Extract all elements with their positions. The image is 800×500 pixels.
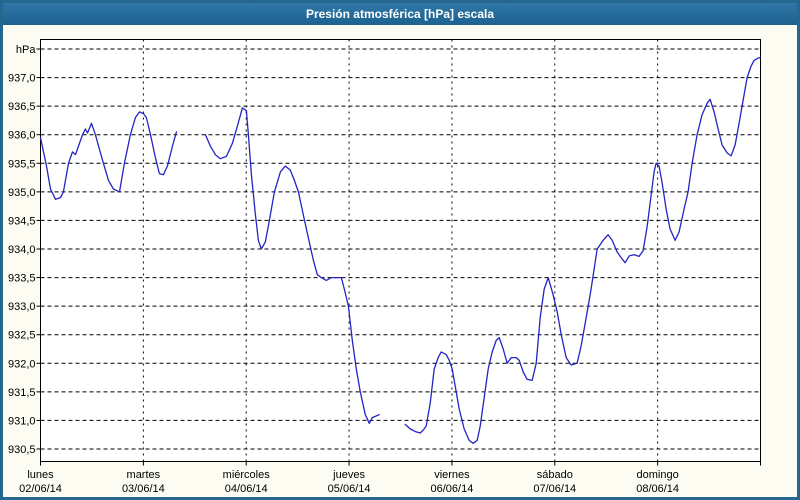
y-axis-tick-label: 932,5 [8, 330, 36, 342]
plot-area [40, 39, 761, 462]
window-title: Presión atmosférica [hPa] escala [305, 7, 495, 21]
x-axis-date-label: 02/06/14 [19, 483, 62, 495]
y-axis-tick-label: 936,5 [8, 101, 36, 113]
y-axis-tick-label: 933,0 [8, 301, 36, 313]
x-axis-date-label: 08/06/14 [636, 483, 679, 495]
x-axis-date-label: 03/06/14 [122, 483, 165, 495]
y-axis-tick-label: 932,0 [8, 358, 36, 370]
x-axis-day-label: miércoles [223, 469, 271, 481]
pressure-line-segment [39, 111, 178, 200]
pressure-line-segment [404, 56, 761, 444]
x-axis-day-label: martes [127, 469, 161, 481]
y-axis-tick-label: 934,0 [8, 244, 36, 256]
x-axis-date-label: 07/06/14 [533, 483, 576, 495]
y-axis-tick-label: 936,0 [8, 130, 36, 142]
y-axis-tick-label: 935,5 [8, 158, 36, 170]
x-axis-day-label: domingo [637, 469, 679, 481]
x-axis-day-label: sábado [537, 469, 573, 481]
y-axis-tick-label: 933,5 [8, 273, 36, 285]
pressure-line-segment [204, 107, 380, 424]
x-axis-day-label: viernes [434, 469, 470, 481]
y-axis-tick-label: 937,0 [8, 73, 36, 85]
title-bar: Presión atmosférica [hPa] escala [3, 3, 797, 25]
y-axis-tick-label: 934,5 [8, 215, 36, 227]
y-axis-tick-label: 930,5 [8, 444, 36, 456]
plot-border [40, 39, 761, 462]
x-axis-day-label: lunes [27, 469, 54, 481]
x-axis-day-label: jueves [332, 469, 365, 481]
y-axis-tick-label: 931,0 [8, 415, 36, 427]
x-axis-date-label: 05/06/14 [328, 483, 371, 495]
x-axis-date-label: 06/06/14 [431, 483, 474, 495]
y-axis-unit-label: hPa [16, 44, 36, 56]
y-axis-tick-label: 931,5 [8, 387, 36, 399]
y-axis-tick-label: 935,0 [8, 187, 36, 199]
x-axis-date-label: 04/06/14 [225, 483, 268, 495]
